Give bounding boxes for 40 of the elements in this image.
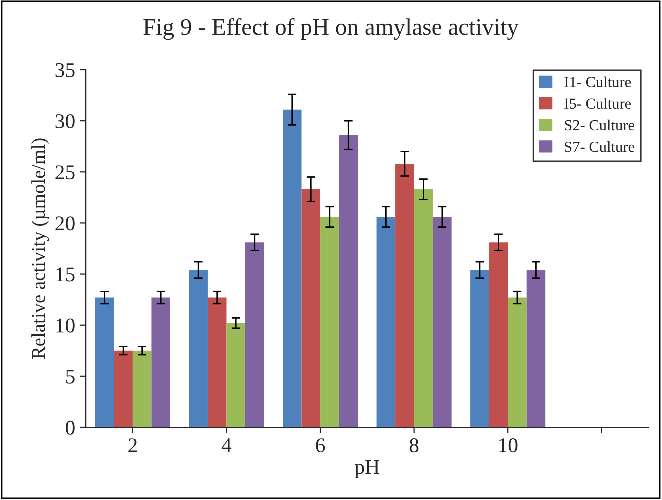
bar xyxy=(470,270,490,428)
y-tick-label: 35 xyxy=(56,63,75,78)
legend-label: S2- Culture xyxy=(565,120,634,131)
bar xyxy=(320,217,340,428)
x-tick-label: 10 xyxy=(500,438,518,453)
bar xyxy=(414,190,434,428)
y-tick-label: 5 xyxy=(66,370,75,384)
bar xyxy=(189,270,208,428)
bar xyxy=(283,110,302,428)
legend-label: I5- Culture xyxy=(564,98,632,110)
bar xyxy=(376,217,396,428)
bar xyxy=(489,242,508,428)
bar xyxy=(396,164,414,428)
bar xyxy=(208,298,227,428)
bar xyxy=(226,323,246,428)
bar xyxy=(433,217,452,428)
bar xyxy=(339,135,358,428)
bar xyxy=(302,190,321,428)
x-tick-label: 6 xyxy=(316,438,326,453)
y-tick-label: 0 xyxy=(66,420,75,435)
y-tick-label: 25 xyxy=(56,166,75,180)
legend-label: I1- Culture xyxy=(564,76,632,88)
bar xyxy=(508,298,527,428)
x-axis-title: pH xyxy=(355,460,380,478)
legend-label: S7- Culture xyxy=(565,141,634,152)
y-tick-label: 10 xyxy=(56,318,75,333)
bar xyxy=(114,350,133,428)
x-tick-label: 8 xyxy=(410,438,419,453)
bar xyxy=(245,242,264,428)
bar xyxy=(95,298,114,428)
y-axis-title: Relative activity (µmole/ml) xyxy=(32,138,50,360)
bar xyxy=(526,270,546,428)
y-tick-label: 30 xyxy=(56,114,75,129)
x-tick-label: 2 xyxy=(128,438,138,452)
y-tick-label: 20 xyxy=(56,216,75,231)
chart-title: Fig 9 - Effect of pH on amylase activity xyxy=(144,18,519,40)
bar xyxy=(132,350,152,428)
bar xyxy=(152,298,170,428)
x-tick-label: 4 xyxy=(222,438,232,452)
y-tick-label: 15 xyxy=(56,268,75,282)
